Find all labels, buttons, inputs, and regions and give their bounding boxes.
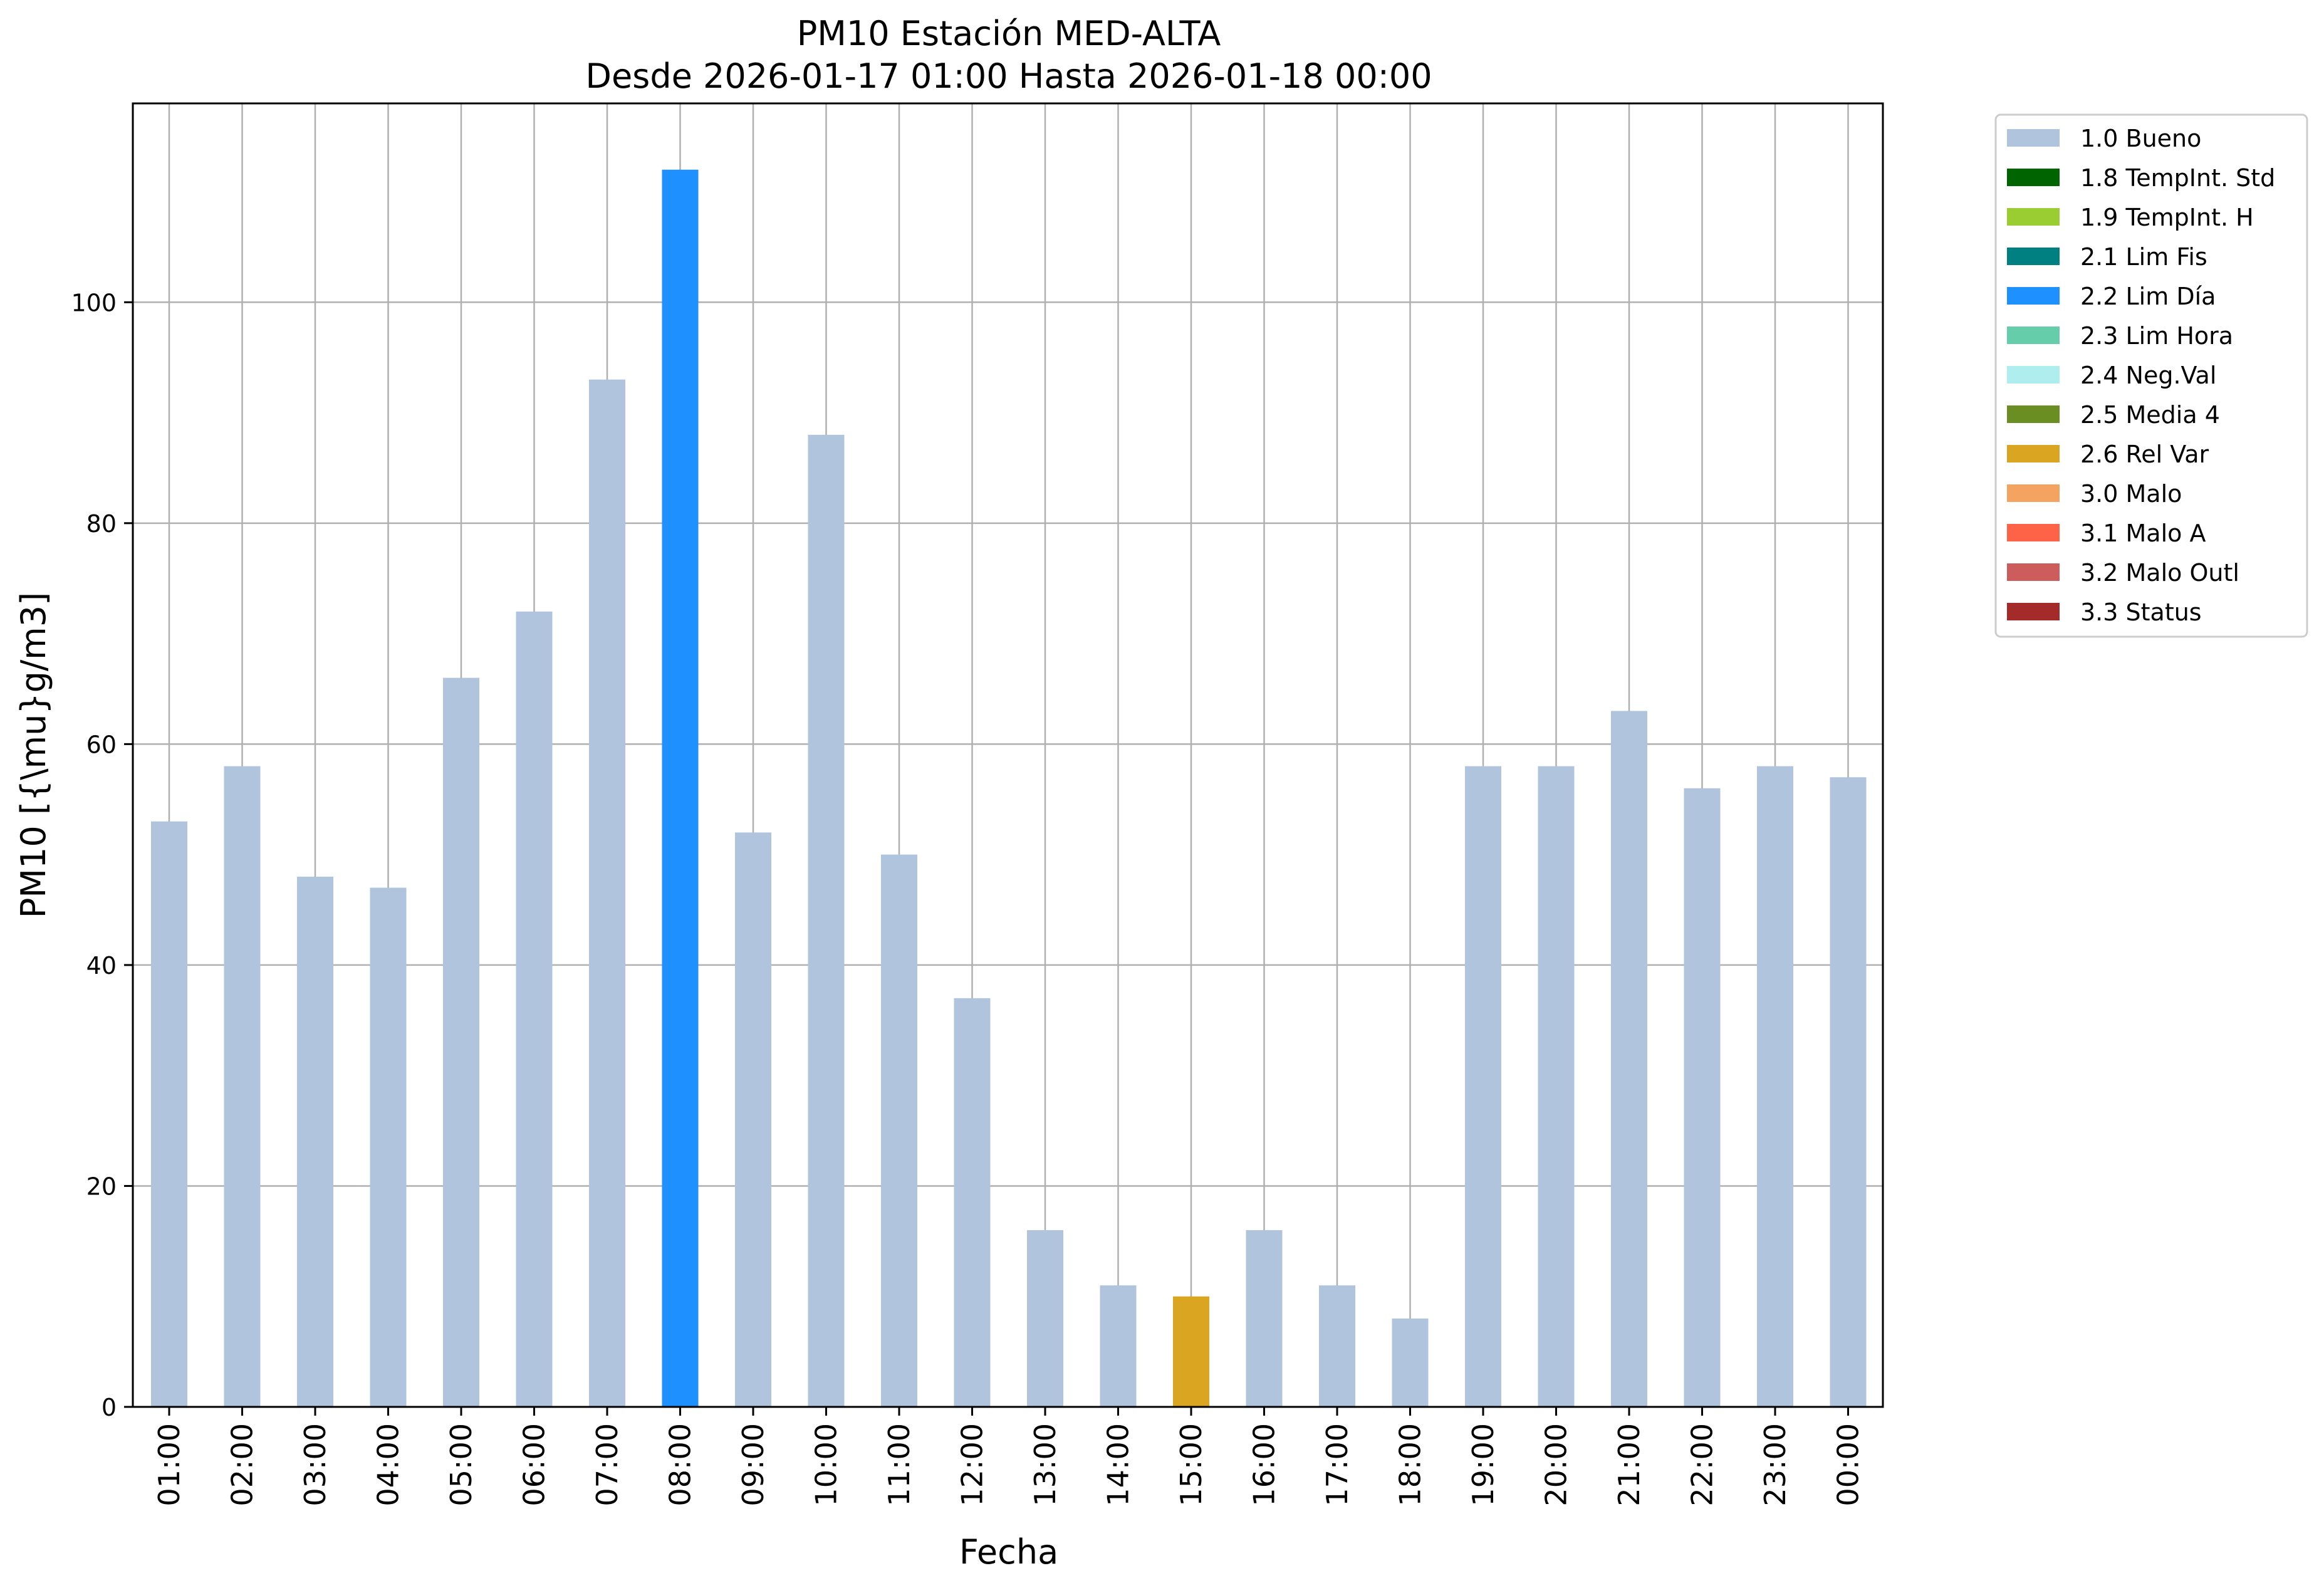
x-tick-label: 22:00: [1686, 1423, 1719, 1507]
plot-frame: [132, 102, 1884, 1408]
legend-label: 1.0 Bueno: [2080, 125, 2201, 152]
x-tick-label: 13:00: [1028, 1423, 1062, 1507]
y-axis-label: PM10 [{\mu}g/m3]: [14, 592, 53, 918]
x-tick-label: 20:00: [1540, 1423, 1573, 1507]
x-tick-label: 19:00: [1466, 1423, 1500, 1507]
legend-label: 2.1 Lim Fis: [2080, 243, 2207, 271]
y-tick-label: 0: [102, 1394, 117, 1421]
x-tick-label: 23:00: [1758, 1423, 1792, 1507]
y-tick-label: 100: [71, 289, 117, 316]
bar-05:00: [443, 677, 479, 1407]
bar-13:00: [1027, 1230, 1063, 1407]
y-axis: 0 20 40 60 80 100: [71, 289, 133, 1421]
bar-07:00: [589, 379, 625, 1407]
legend-label: 1.9 TempInt. H: [2080, 204, 2254, 231]
legend-label: 3.3 Status: [2080, 598, 2202, 626]
legend-label: 2.4 Neg.Val: [2080, 362, 2216, 389]
bar-11:00: [881, 854, 917, 1407]
bar-19:00: [1465, 766, 1501, 1407]
legend-label: 3.0 Malo: [2080, 480, 2182, 508]
bar-14:00: [1100, 1285, 1137, 1407]
legend-label: 1.8 TempInt. Std: [2080, 164, 2275, 192]
y-tick-label: 60: [86, 731, 117, 758]
bar-23:00: [1757, 766, 1793, 1407]
bar-09:00: [735, 832, 771, 1407]
legend-label: 2.5 Media 4: [2080, 401, 2220, 429]
legend-swatch: [2007, 326, 2060, 344]
legend-swatch: [2007, 129, 2060, 147]
bar-02:00: [224, 766, 261, 1407]
y-tick-label: 40: [86, 952, 117, 979]
legend-swatch: [2007, 563, 2060, 581]
x-axis-label: Fecha: [959, 1532, 1058, 1572]
chart-title: PM10 Estación MED-ALTA: [797, 14, 1221, 53]
bar-15:00: [1173, 1296, 1209, 1407]
y-tick-label: 20: [86, 1173, 117, 1200]
x-tick-label: 11:00: [882, 1423, 916, 1507]
x-tick-label: 09:00: [736, 1423, 770, 1507]
legend-swatch: [2007, 287, 2060, 305]
bar-03:00: [297, 876, 333, 1407]
bar-01:00: [151, 821, 187, 1407]
legend-swatch: [2007, 405, 2060, 423]
x-tick-label: 02:00: [226, 1423, 259, 1507]
legend-label: 3.2 Malo Outl: [2080, 559, 2239, 587]
bar-20:00: [1538, 766, 1575, 1407]
legend-swatch: [2007, 366, 2060, 384]
x-tick-label: 03:00: [298, 1423, 332, 1507]
bar-12:00: [954, 998, 991, 1407]
bar-17:00: [1319, 1285, 1355, 1407]
x-tick-label: 14:00: [1102, 1423, 1135, 1507]
x-tick-label: 00:00: [1832, 1423, 1865, 1507]
bar-10:00: [808, 434, 845, 1408]
x-tick-label: 06:00: [518, 1423, 551, 1507]
x-tick-label: 12:00: [956, 1423, 989, 1507]
x-axis: 01:00 02:00 03:00 04:00 05:00 06:00 07:00 08:00…: [152, 1407, 1865, 1507]
bar-22:00: [1684, 788, 1721, 1407]
x-tick-label: 05:00: [444, 1423, 478, 1507]
legend-swatch: [2007, 169, 2060, 186]
legend-swatch: [2007, 603, 2060, 620]
chart-subtitle: Desde 2026-01-17 01:00 Hasta 2026-01-18 …: [585, 56, 1432, 96]
bar-06:00: [516, 611, 553, 1408]
legend-swatch: [2007, 248, 2060, 265]
bar-00:00: [1830, 777, 1867, 1407]
legend-swatch: [2007, 208, 2060, 226]
x-tick-label: 16:00: [1248, 1423, 1281, 1507]
bars: [151, 169, 1867, 1408]
bar-04:00: [370, 887, 407, 1407]
x-tick-label: 08:00: [664, 1423, 697, 1507]
x-tick-label: 10:00: [810, 1423, 843, 1507]
bar-18:00: [1392, 1318, 1429, 1407]
x-tick-label: 18:00: [1394, 1423, 1427, 1507]
x-tick-label: 21:00: [1612, 1423, 1646, 1507]
bar-08:00: [662, 169, 699, 1408]
y-tick-label: 80: [86, 510, 117, 538]
legend-label: 3.1 Malo A: [2080, 520, 2206, 547]
legend-frame: [1994, 113, 2308, 638]
x-tick-label: 01:00: [152, 1423, 186, 1507]
legend-label: 2.3 Lim Hora: [2080, 322, 2233, 350]
x-tick-label: 04:00: [372, 1423, 405, 1507]
legend: 1.0 Bueno 1.8 TempInt. Std 1.9 TempInt. H 2…: [1994, 113, 2308, 638]
legend-swatch: [2007, 524, 2060, 541]
legend-swatch: [2007, 484, 2060, 502]
legend-swatch: [2007, 445, 2060, 462]
bar-21:00: [1611, 711, 1647, 1407]
x-tick-label: 17:00: [1320, 1423, 1354, 1507]
x-tick-label: 07:00: [590, 1423, 624, 1507]
bar-16:00: [1246, 1230, 1283, 1407]
legend-label: 2.6 Rel Var: [2080, 441, 2209, 468]
x-tick-label: 15:00: [1174, 1423, 1208, 1507]
legend-label: 2.2 Lim Día: [2080, 283, 2216, 310]
